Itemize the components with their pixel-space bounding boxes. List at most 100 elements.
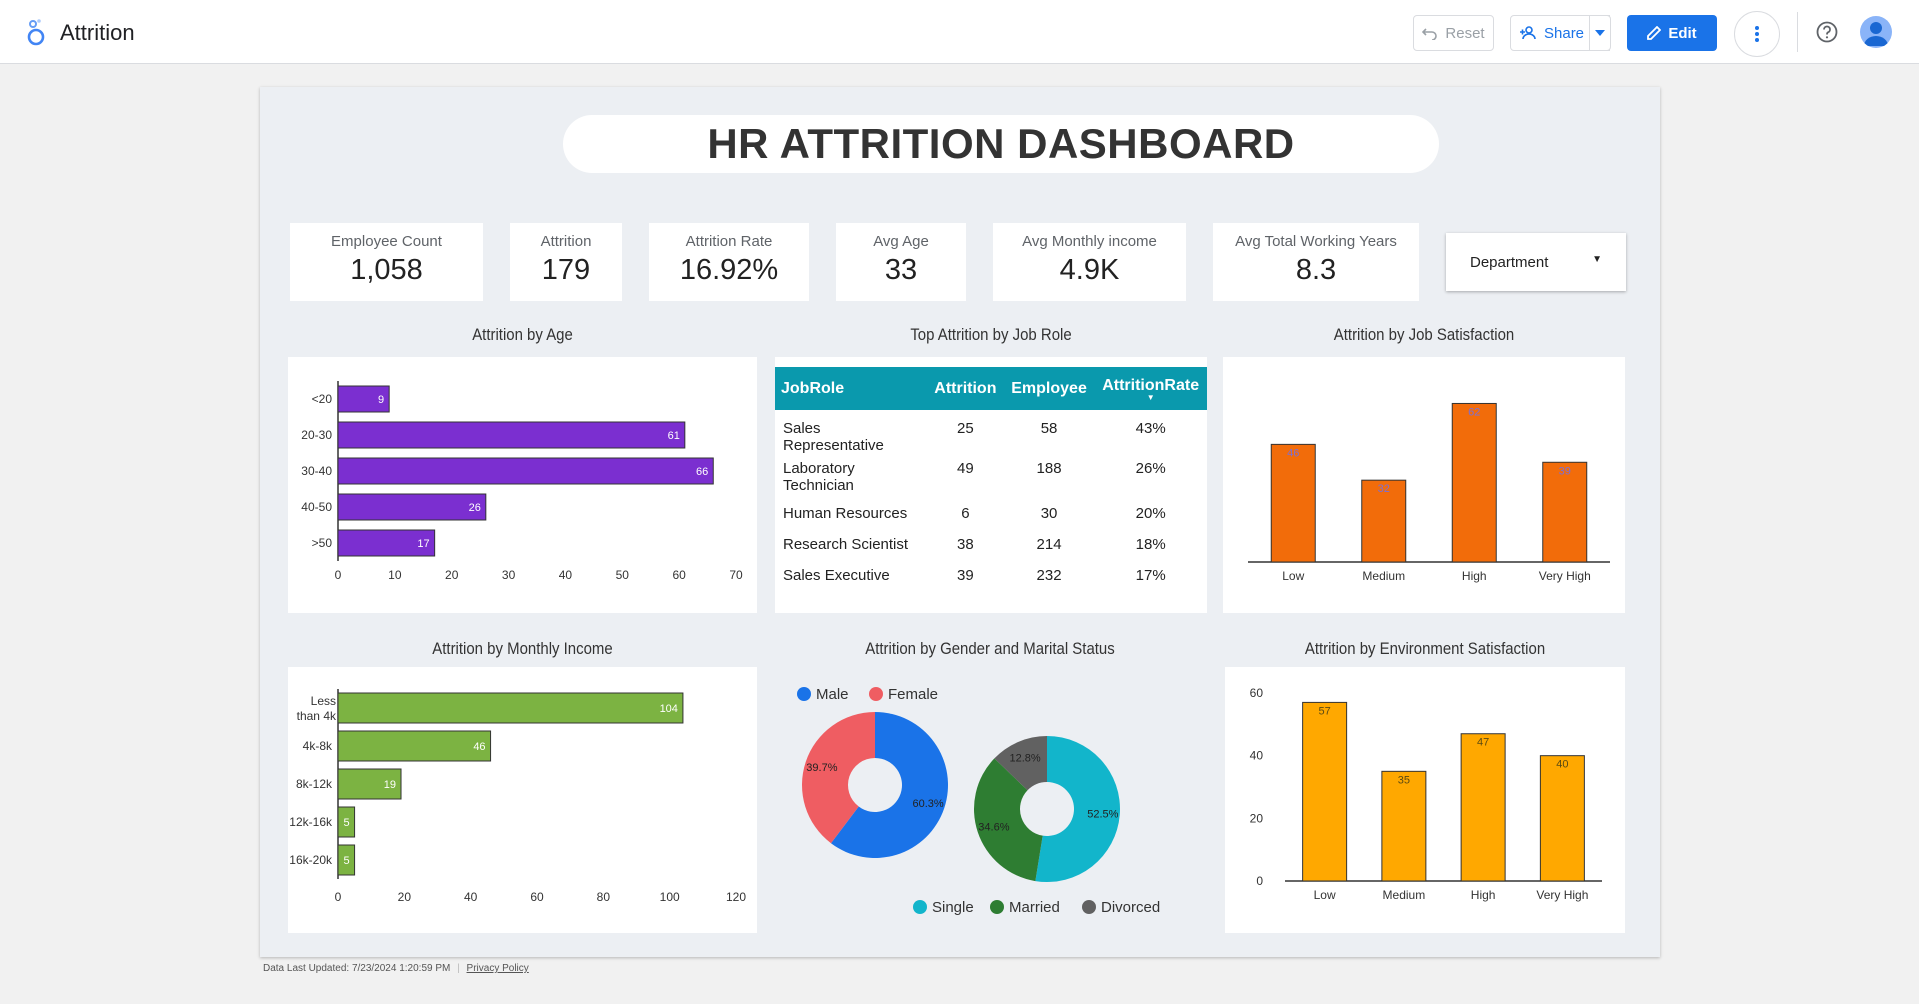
data-label: 104 <box>660 703 678 715</box>
kpi-value: 179 <box>541 254 591 286</box>
x-tick-label: 70 <box>729 568 743 582</box>
legend-swatch <box>913 900 927 914</box>
column-header-attrition[interactable]: Attrition <box>927 367 1004 410</box>
more-options-button[interactable] <box>1734 11 1780 57</box>
x-tick-label: 20 <box>445 568 459 582</box>
slice-label: 60.3% <box>912 798 943 810</box>
data-label: 47 <box>1477 737 1489 749</box>
envsat-chart-panel: 0 20 40 60 57 Low 35 Medium 47 High 40 Very High <box>1225 667 1625 933</box>
person-add-icon <box>1520 26 1536 40</box>
envsat-bar-chart: 0 20 40 60 57 Low 35 Medium 47 High 40 Very High <box>1250 686 1602 902</box>
kpi-avg-monthly-income: Avg Monthly income 4.9K <box>993 223 1186 301</box>
category-label: than 4k <box>297 709 337 723</box>
category-label: High <box>1462 569 1487 583</box>
x-tick-label: 100 <box>660 890 680 904</box>
slice <box>1035 736 1120 882</box>
data-label: 39 <box>1559 465 1571 477</box>
slice-label: 34.6% <box>978 822 1009 834</box>
looker-studio-logo-icon[interactable] <box>24 18 48 46</box>
y-tick-label: 60 <box>1250 686 1264 700</box>
column-header-attritionrate[interactable]: AttritionRate ▼ <box>1094 367 1207 410</box>
slice <box>830 712 948 858</box>
category-label: <20 <box>312 392 333 406</box>
top-bar: Attrition Reset Share Edit <box>0 0 1919 64</box>
report-title[interactable]: Attrition <box>60 20 135 45</box>
edit-button[interactable]: Edit <box>1627 15 1717 51</box>
kpi-value: 33 <box>884 254 918 286</box>
bar <box>337 730 492 762</box>
jobsat-chart-panel: 46 Low 32 Medium 62 High 39 Very High <box>1223 357 1625 613</box>
kpi-label: Employee Count <box>331 233 442 250</box>
category-label: 12k-16k <box>289 815 333 829</box>
income-chart-panel: 104 Less than 4k 46 4k-8k 19 8k-12k 5 12k-16k 5 16… <box>288 667 757 933</box>
kpi-value: 16.92% <box>679 254 779 286</box>
jobrole-table-title: Top Attrition by Job Role <box>910 325 1072 344</box>
category-label: Low <box>1314 888 1336 902</box>
toolbar-divider <box>1797 12 1798 52</box>
kpi-avg-total-working-years: Avg Total Working Years 8.3 <box>1213 223 1419 301</box>
bar <box>337 768 402 800</box>
edit-label: Edit <box>1668 24 1697 42</box>
x-tick-label: 120 <box>726 890 746 904</box>
bar <box>1542 461 1588 563</box>
bar <box>337 457 714 485</box>
data-label: 5 <box>343 855 349 867</box>
table-row: Sales Representative 25 58 43% <box>775 410 1207 457</box>
gender-marital-panel: Male Female 60.3% 39.7% 52.5% 34.6% 12.8% Singl… <box>760 667 1220 933</box>
bar <box>337 493 487 521</box>
account-avatar[interactable] <box>1860 16 1892 48</box>
income-chart-title: Attrition by Monthly Income <box>432 639 613 658</box>
cell-employee: 30 <box>1040 505 1058 522</box>
share-dropdown-button[interactable] <box>1589 15 1611 51</box>
x-tick-label: 80 <box>597 890 611 904</box>
data-label: 46 <box>473 741 485 753</box>
dashboard-title: HR ATTRITION DASHBOARD <box>563 115 1439 173</box>
age-chart-title: Attrition by Age <box>472 325 573 344</box>
bar <box>337 692 684 724</box>
data-label: 19 <box>384 779 396 791</box>
table-row: Sales Executive 39 232 17% <box>775 564 1207 595</box>
column-header-employee[interactable]: Employee <box>1003 367 1095 410</box>
bar <box>1270 443 1316 563</box>
footer-separator: | <box>457 963 460 974</box>
category-label: Medium <box>1362 569 1405 583</box>
data-label: 57 <box>1319 705 1331 717</box>
x-tick-label: 40 <box>559 568 573 582</box>
privacy-policy-link[interactable]: Privacy Policy <box>466 963 529 974</box>
department-filter[interactable]: Department ▼ <box>1446 233 1626 291</box>
bar <box>1539 755 1585 882</box>
slice-label: 39.7% <box>806 762 837 774</box>
age-bar-chart: 9 <20 61 20-30 66 30-40 26 40-50 17 >50 0 10 20 30 40 5… <box>301 381 743 582</box>
legend-label: Married <box>1009 899 1060 916</box>
x-tick-label: 60 <box>530 890 544 904</box>
y-tick-label: 20 <box>1250 811 1264 825</box>
data-label: 32 <box>1378 483 1390 495</box>
legend-label: Female <box>888 686 938 703</box>
x-tick-label: 50 <box>616 568 630 582</box>
table-row: Laboratory Technician 49 188 26% <box>775 457 1207 502</box>
cell-rate: 18% <box>1135 536 1166 553</box>
gender-marital-donut-charts: Male Female 60.3% 39.7% 52.5% 34.6% 12.8% Singl… <box>797 686 1160 916</box>
more-vert-icon <box>1755 26 1759 42</box>
bar <box>1451 402 1497 563</box>
legend-label: Single <box>932 899 974 916</box>
cell-employee: 214 <box>1036 536 1062 553</box>
category-label: Very High <box>1539 569 1591 583</box>
data-label: 62 <box>1468 406 1480 418</box>
column-header-jobrole[interactable]: JobRole <box>775 367 927 410</box>
cell-jobrole: Sales Representative <box>783 420 884 454</box>
kpi-value: 1,058 <box>350 254 423 286</box>
cell-jobrole: Human Resources <box>783 505 908 522</box>
category-label: Less <box>311 694 336 708</box>
table-row: Research Scientist 38 214 18% <box>775 533 1207 564</box>
cell-jobrole: Sales Executive <box>783 567 890 584</box>
cell-attrition: 25 <box>957 420 974 437</box>
data-label: 17 <box>417 538 429 550</box>
x-tick-label: 0 <box>335 568 342 582</box>
kpi-employee-count: Employee Count 1,058 <box>290 223 483 301</box>
reset-button[interactable]: Reset <box>1413 15 1494 51</box>
cell-attrition: 38 <box>957 536 974 553</box>
category-label: Low <box>1282 569 1304 583</box>
cell-employee: 58 <box>1040 420 1058 437</box>
help-icon[interactable] <box>1816 21 1838 43</box>
